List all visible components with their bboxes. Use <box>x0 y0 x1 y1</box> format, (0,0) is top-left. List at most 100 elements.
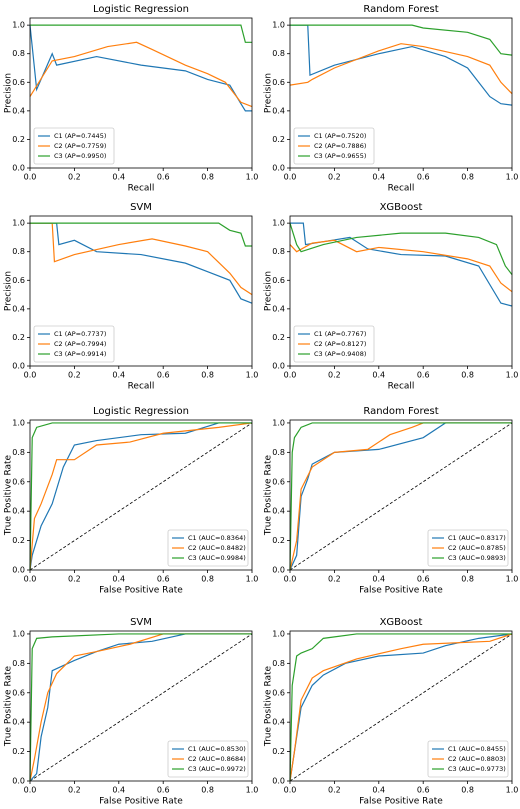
y-tick-label: 0.6 <box>12 477 25 486</box>
y-tick-label: 0.2 <box>12 536 25 545</box>
y-tick-label: 0.2 <box>272 747 285 756</box>
y-tick-label: 0.0 <box>12 777 25 786</box>
y-tick-label: 0.8 <box>272 49 285 58</box>
curve <box>30 24 252 43</box>
x-tick-label: 0.0 <box>24 786 37 795</box>
y-tick-label: 0.4 <box>272 507 285 516</box>
x-tick-label: 0.2 <box>328 371 341 380</box>
legend-label: C2 (AUC=0.8482) <box>188 544 246 552</box>
y-axis-label: Precision <box>4 271 14 311</box>
x-tick-label: 0.6 <box>417 786 430 795</box>
x-tick-label: 0.6 <box>417 575 430 584</box>
curve <box>289 633 512 782</box>
y-tick-label: 0.8 <box>12 659 25 668</box>
legend-label: C2 (AUC=0.8684) <box>188 755 246 763</box>
legend-box <box>167 529 249 567</box>
y-tick-label: 0.0 <box>272 777 285 786</box>
legend-label: C1 (AUC=0.8455) <box>448 745 506 753</box>
legend: C1 (AUC=0.8455) C2 (AUC=0.8803) C3 (AUC=0.… <box>427 740 509 778</box>
y-tick-label: 0.0 <box>12 164 25 173</box>
x-tick-label: 0.8 <box>201 173 214 182</box>
x-tick-label: 0.6 <box>417 371 430 380</box>
y-tick-label: 1.0 <box>12 629 25 638</box>
reference-diagonal <box>29 422 253 571</box>
x-tick-label: 0.4 <box>372 575 385 584</box>
curve <box>289 422 512 571</box>
y-tick-label: 0.2 <box>12 135 25 144</box>
legend-box <box>293 127 375 165</box>
x-tick-label: 1.0 <box>506 173 519 182</box>
x-tick-label: 0.6 <box>417 173 430 182</box>
x-tick-label: 0.8 <box>461 786 474 795</box>
y-tick-label: 0.4 <box>12 106 25 115</box>
legend-label: C1 (AP=0.7445) <box>54 132 106 140</box>
x-tick-label: 1.0 <box>506 371 519 380</box>
curve <box>289 239 513 293</box>
subplot: XGBoost 0.0 0.2 0.4 0.6 0.8 1.0 0.0 0.2 0.4 0.6 0.8… <box>264 617 519 807</box>
curve <box>289 43 513 95</box>
x-tick-label: 0.2 <box>68 371 81 380</box>
subplot: Random Forest 0.0 0.2 0.4 0.6 0.8 1.0 0.0 0.2 0.4… <box>264 4 519 194</box>
curve <box>30 222 253 304</box>
y-tick-label: 0.8 <box>272 448 285 457</box>
legend-label: C3 (AP=0.9914) <box>54 350 106 358</box>
x-tick-label: 0.4 <box>372 173 385 182</box>
reference-diagonal <box>289 633 513 782</box>
y-tick-label: 0.0 <box>272 362 285 371</box>
x-tick-label: 0.8 <box>461 371 474 380</box>
x-tick-label: 0.4 <box>112 173 125 182</box>
x-tick-label: 0.6 <box>157 371 170 380</box>
y-tick-label: 1.0 <box>272 219 285 228</box>
subplot-title: Logistic Regression <box>93 4 189 15</box>
x-axis-label: Recall <box>128 184 155 194</box>
x-axis-label: False Positive Rate <box>99 797 183 807</box>
legend-box <box>33 127 115 165</box>
legend-label: C2 (AP=0.7886) <box>314 142 366 150</box>
axes-frame <box>29 17 253 169</box>
x-axis-label: False Positive Rate <box>99 586 183 596</box>
y-tick-label: 0.2 <box>12 747 25 756</box>
y-tick-label: 1.0 <box>272 629 285 638</box>
x-axis-label: False Positive Rate <box>359 797 443 807</box>
y-axis-label: True Positive Rate <box>4 454 14 536</box>
legend: C1 (AP=0.7767) C2 (AP=0.8127) C3 (AP=0.940… <box>293 325 375 363</box>
x-tick-label: 1.0 <box>246 786 259 795</box>
subplot-title: XGBoost <box>380 202 423 213</box>
x-tick-label: 0.2 <box>328 173 341 182</box>
y-tick-label: 0.4 <box>12 304 25 313</box>
legend-label: C1 (AP=0.7737) <box>54 330 106 338</box>
legend-label: C1 (AUC=0.8317) <box>448 534 506 542</box>
legend-label: C3 (AUC=0.9984) <box>188 554 246 562</box>
x-tick-label: 0.4 <box>112 371 125 380</box>
curve <box>29 633 252 782</box>
legend-label: C2 (AUC=0.8803) <box>448 755 506 763</box>
subplot: XGBoost 0.0 0.2 0.4 0.6 0.8 1.0 0.0 0.2 0.4 0.6 0.8… <box>264 202 519 392</box>
reference-diagonal <box>289 422 513 571</box>
subplot: Logistic Regression 0.0 0.2 0.4 0.6 0.8 1.0 0.0… <box>4 406 259 596</box>
y-axis-label: Precision <box>264 73 274 113</box>
x-axis-label: Recall <box>388 382 415 392</box>
curve <box>290 24 513 56</box>
y-tick-label: 0.2 <box>12 333 25 342</box>
x-tick-label: 0.2 <box>68 173 81 182</box>
x-axis-label: Recall <box>128 382 155 392</box>
y-axis-label: Precision <box>4 73 14 113</box>
curve <box>290 24 513 106</box>
subplot: Random Forest 0.0 0.2 0.4 0.6 0.8 1.0 0.0 0.2 0.4… <box>264 406 519 596</box>
curve <box>289 422 512 571</box>
x-tick-label: 0.6 <box>157 786 170 795</box>
y-axis-label: True Positive Rate <box>264 665 274 747</box>
y-tick-label: 0.0 <box>272 566 285 575</box>
y-tick-label: 0.6 <box>12 78 25 87</box>
y-tick-label: 0.2 <box>272 536 285 545</box>
x-tick-label: 0.2 <box>68 786 81 795</box>
curve <box>290 222 513 307</box>
x-tick-label: 0.2 <box>328 786 341 795</box>
legend: C1 (AUC=0.8530) C2 (AUC=0.8684) C3 (AUC=0.… <box>167 740 249 778</box>
y-tick-label: 1.0 <box>272 418 285 427</box>
y-tick-label: 0.6 <box>272 276 285 285</box>
curve <box>289 422 512 571</box>
x-tick-label: 0.6 <box>157 173 170 182</box>
curve <box>29 41 253 108</box>
legend-label: C3 (AP=0.9655) <box>314 152 366 160</box>
